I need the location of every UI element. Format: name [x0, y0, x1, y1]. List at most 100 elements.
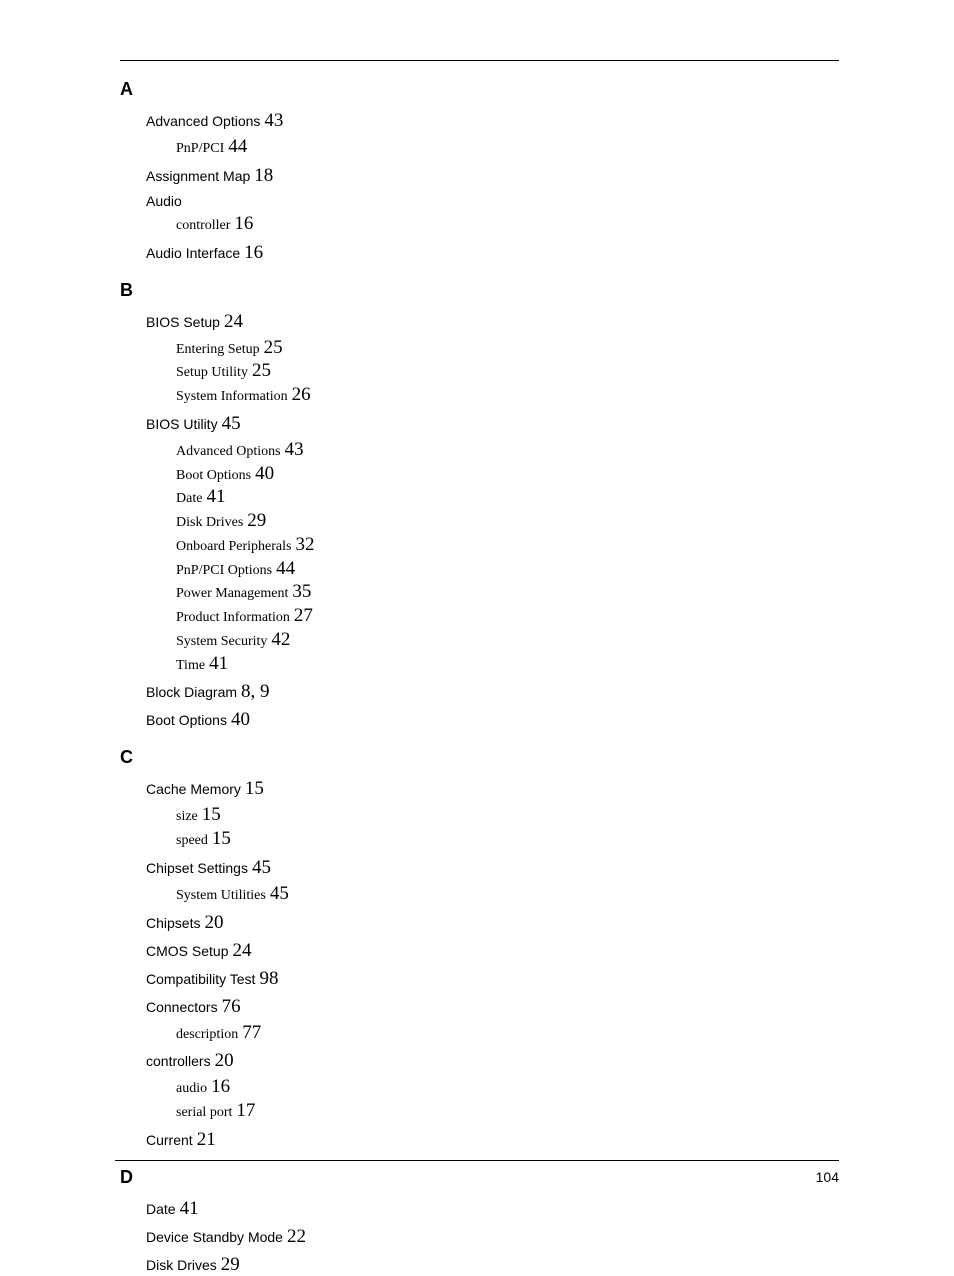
footer: 104 — [115, 1160, 839, 1185]
index-sub-entry: System Utilities 45 — [176, 882, 839, 906]
index-entry: Cache Memory15 — [146, 778, 839, 800]
index-content: AAdvanced Options43PnP/PCI44Assignment M… — [120, 79, 839, 1276]
entry-term: CMOS Setup — [146, 943, 228, 959]
entry-page: 15 — [245, 778, 264, 799]
sub-entry-term: serial port — [176, 1105, 232, 1120]
sub-entry-page: 26 — [292, 384, 311, 405]
entry-page: 45 — [222, 413, 241, 434]
index-sub-entry: audio 16 — [176, 1075, 839, 1099]
sub-entries: Entering Setup25Setup Utility25System In… — [176, 336, 839, 407]
entry-term: controllers — [146, 1053, 211, 1069]
entry-term: Date — [146, 1201, 176, 1217]
sub-entry-term: PnP/PCI Options — [176, 563, 272, 578]
entry-page: 21 — [197, 1129, 216, 1150]
index-entry: controllers20 — [146, 1050, 839, 1072]
index-entry: Advanced Options43 — [146, 110, 839, 132]
sub-entry-term: System Security — [176, 634, 267, 649]
sub-entry-term: size — [176, 809, 198, 824]
sub-entry-term: speed — [176, 833, 208, 848]
sub-entry-page: 25 — [252, 360, 271, 381]
index-entry: Chipsets20 — [146, 912, 839, 934]
index-entry: Assignment Map18 — [146, 165, 839, 187]
sub-entry-page: 15 — [202, 804, 221, 825]
entries: Cache Memory15size15speed15Chipset Setti… — [146, 778, 839, 1151]
sub-entry-term: audio — [176, 1081, 207, 1096]
entry-term: Device Standby Mode — [146, 1229, 283, 1245]
section-heading: C — [120, 747, 839, 768]
entry-term: Assignment Map — [146, 168, 250, 184]
sub-entry-page: 15 — [212, 828, 231, 849]
sub-entry-term: Onboard Peripherals — [176, 539, 291, 554]
index-sub-entry: Product Information 27 — [176, 604, 839, 628]
sub-entry-page: 45 — [270, 883, 289, 904]
page-number: 104 — [115, 1169, 839, 1185]
sub-entry-term: Entering Setup — [176, 342, 260, 357]
index-sub-entry: System Information26 — [176, 383, 839, 407]
entries: BIOS Setup24Entering Setup25Setup Utilit… — [146, 311, 839, 732]
entry-page: 18 — [254, 165, 273, 186]
sub-entry-page: 16 — [234, 213, 253, 234]
index-entry: Chipset Settings45 — [146, 857, 839, 879]
entry-term: Compatibility Test — [146, 971, 255, 987]
entry-term: Boot Options — [146, 712, 227, 728]
sub-entries: PnP/PCI44 — [176, 135, 839, 159]
sub-entries: Advanced Options43Boot Options40Date41Di… — [176, 438, 839, 676]
entry-term: Disk Drives — [146, 1257, 217, 1273]
entry-term: Block Diagram — [146, 684, 237, 700]
index-sub-entry: size 15 — [176, 803, 839, 827]
entry-page: 76 — [222, 996, 241, 1017]
sub-entry-page: 16 — [211, 1076, 230, 1097]
entry-page: 29 — [221, 1254, 240, 1275]
sub-entries: audio 16serial port17 — [176, 1075, 839, 1123]
index-entry: Audio — [146, 193, 839, 209]
sub-entry-term: controller — [176, 218, 230, 233]
sub-entry-term: Disk Drives — [176, 515, 243, 530]
sub-entry-page: 32 — [295, 534, 314, 555]
index-entry: Compatibility Test98 — [146, 968, 839, 990]
sub-entry-term: System Utilities — [176, 888, 266, 903]
entry-page: 24 — [232, 940, 251, 961]
entry-page: 24 — [224, 311, 243, 332]
entry-term: Audio Interface — [146, 245, 240, 261]
index-sub-entry: serial port17 — [176, 1099, 839, 1123]
entry-term: BIOS Utility — [146, 416, 218, 432]
sub-entry-term: Product Information — [176, 610, 290, 625]
index-sub-entry: Power Management 35 — [176, 580, 839, 604]
top-rule — [120, 60, 839, 61]
entry-page: 8, 9 — [241, 681, 270, 702]
entry-term: Connectors — [146, 999, 218, 1015]
sub-entry-page: 29 — [247, 510, 266, 531]
section-heading: A — [120, 79, 839, 100]
sub-entry-term: Power Management — [176, 586, 288, 601]
sub-entries: size 15 speed 15 — [176, 803, 839, 851]
index-entry: Date41 — [146, 1198, 839, 1220]
sub-entry-page: 35 — [292, 581, 311, 602]
index-sub-entry: controller 16 — [176, 212, 839, 236]
sub-entry-page: 42 — [271, 629, 290, 650]
index-sub-entry: Advanced Options 43 — [176, 438, 839, 462]
index-sub-entry: Disk Drives 29 — [176, 509, 839, 533]
entry-page: 43 — [264, 110, 283, 131]
entry-page: 41 — [180, 1198, 199, 1219]
entry-term: Cache Memory — [146, 781, 241, 797]
index-sub-entry: Onboard Peripherals 32 — [176, 533, 839, 557]
sub-entry-page: 43 — [285, 439, 304, 460]
entry-term: Chipset Settings — [146, 860, 248, 876]
sub-entry-page: 44 — [228, 136, 247, 157]
sub-entry-page: 41 — [209, 653, 228, 674]
index-entry: Boot Options40 — [146, 709, 839, 731]
entry-term: Advanced Options — [146, 113, 260, 129]
sub-entry-page: 77 — [242, 1022, 261, 1043]
sub-entry-term: Advanced Options — [176, 444, 281, 459]
sub-entry-page: 27 — [294, 605, 313, 626]
index-entry: Device Standby Mode22 — [146, 1226, 839, 1248]
sub-entry-term: Date — [176, 491, 202, 506]
sub-entries: System Utilities 45 — [176, 882, 839, 906]
index-entry: BIOS Utility45 — [146, 413, 839, 435]
entry-page: 22 — [287, 1226, 306, 1247]
sub-entry-page: 25 — [264, 337, 283, 358]
index-sub-entry: speed 15 — [176, 827, 839, 851]
index-sub-entry: Time41 — [176, 652, 839, 676]
entries: Date41 Device Standby Mode22 Disk Drives29 — [146, 1198, 839, 1276]
entry-term: Chipsets — [146, 915, 200, 931]
